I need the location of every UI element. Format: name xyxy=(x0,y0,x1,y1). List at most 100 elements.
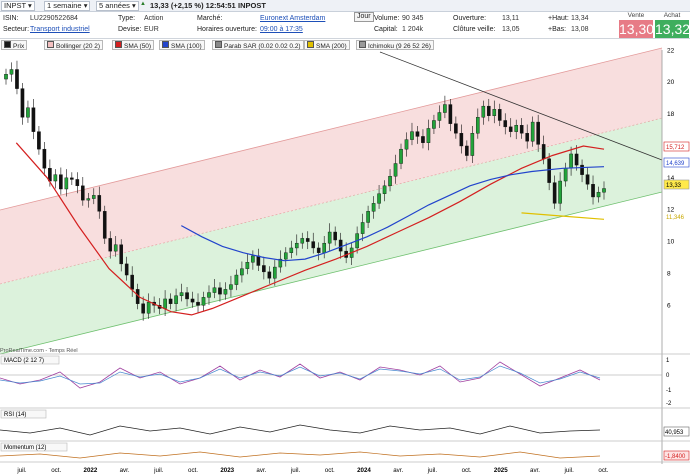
last-price-tag-text: 13,33 xyxy=(666,183,682,189)
macd-tick-0: 0 xyxy=(666,373,670,379)
candle-body xyxy=(591,184,595,198)
macd-tick-1: 1 xyxy=(666,358,670,364)
legend-sma100[interactable]: SMA (100) xyxy=(159,40,205,50)
candle-body xyxy=(569,153,573,169)
rsi-value-tag xyxy=(663,426,690,437)
candle-body xyxy=(273,266,277,279)
candle-body xyxy=(454,123,458,134)
candle-body xyxy=(207,292,211,298)
candle-body xyxy=(59,174,63,190)
x-tick-label: oct. xyxy=(598,467,608,474)
candle-body xyxy=(508,126,513,132)
candle-body xyxy=(4,74,8,80)
secteur-link[interactable]: Transport industriel xyxy=(30,26,90,33)
legend-sma200[interactable]: SMA (200) xyxy=(304,40,350,50)
legend-psar[interactable]: Parab SAR (0.02 0.02 0.2) xyxy=(212,40,304,50)
candle-body xyxy=(245,262,250,269)
candle-body xyxy=(476,117,480,134)
vente-box[interactable]: Vente 13,30 xyxy=(619,11,655,39)
legend-sma200-label: SMA (200) xyxy=(316,43,347,50)
candle-body xyxy=(190,298,195,303)
candle-body xyxy=(234,274,239,285)
y-tick-label: 14 xyxy=(667,175,675,182)
candle-body xyxy=(201,297,206,306)
range-dropdown[interactable]: 5 années ▾ xyxy=(96,1,139,11)
x-tick-label: avr. xyxy=(530,467,540,474)
legend-bollinger[interactable]: Bollinger (20 2) xyxy=(44,40,104,50)
candle-body xyxy=(574,153,579,166)
candle-body xyxy=(399,148,403,164)
candle-body xyxy=(251,255,255,263)
ouverture-label: Ouverture: xyxy=(453,15,487,22)
achat-price: 13,32 xyxy=(655,20,690,38)
candle-body xyxy=(355,233,359,249)
horaires-label: Horaires ouverture: xyxy=(197,26,257,33)
legend-sma100-label: SMA (100) xyxy=(171,43,202,50)
legend-ichimoku[interactable]: Ichimoku (9 26 52 26) xyxy=(356,40,434,50)
candle-body xyxy=(492,109,497,116)
candle-body xyxy=(9,69,14,75)
candle-body xyxy=(360,222,365,234)
legend-bollinger-label: Bollinger (20 2) xyxy=(56,43,101,50)
bollinger-swatch-icon xyxy=(47,41,54,48)
candle-body xyxy=(119,244,124,265)
x-tick-label: oct. xyxy=(325,467,335,474)
candle-body xyxy=(382,185,387,194)
candle-body xyxy=(470,133,475,156)
period-dropdown[interactable]: 1 semaine ▾ xyxy=(44,1,91,11)
momentum-value-tag xyxy=(663,450,690,461)
toolbar: INPST ▾ 1 semaine ▾ 5 années ▾ ▲ 13,33 (… xyxy=(0,0,690,12)
candle-body xyxy=(240,268,244,276)
legend-ichimoku-label: Ichimoku (9 26 52 26) xyxy=(368,43,431,50)
type-label: Type: xyxy=(118,15,136,22)
legend-sma50[interactable]: SMA (50) xyxy=(112,40,155,50)
x-tick-label: juil. xyxy=(564,467,575,474)
macd-line xyxy=(0,361,601,389)
cloture-value: 13,05 xyxy=(502,26,520,33)
candle-body xyxy=(366,211,370,223)
candle-body xyxy=(53,174,58,182)
candle-body xyxy=(486,105,491,116)
candle-body xyxy=(185,292,189,300)
candle-body xyxy=(48,168,52,182)
marche-link[interactable]: Euronext Amsterdam xyxy=(260,15,326,22)
rsi-line xyxy=(0,424,601,436)
candle-body xyxy=(596,191,601,198)
candle-body xyxy=(322,242,327,253)
x-tick-label: avr. xyxy=(120,467,130,474)
jour-button[interactable]: Jour xyxy=(354,12,374,22)
candle-body xyxy=(541,144,546,159)
candle-body xyxy=(410,131,414,140)
candle-body xyxy=(536,121,540,145)
candle-body xyxy=(31,107,36,132)
symbol-dropdown[interactable]: INPST ▾ xyxy=(1,1,35,11)
candle-body xyxy=(349,247,354,258)
candle-body xyxy=(415,131,420,137)
candle-body xyxy=(585,174,590,185)
candle-body xyxy=(70,177,74,180)
achat-box[interactable]: Achat 13,32 xyxy=(655,11,690,39)
up-arrow-icon: ▲ xyxy=(140,1,146,7)
candle-body xyxy=(152,301,156,306)
candle-body xyxy=(113,244,118,252)
horaires-link[interactable]: 09:00 à 17:35 xyxy=(260,26,303,33)
momentum-line xyxy=(0,451,601,459)
candle-body xyxy=(459,133,464,147)
candle-body xyxy=(108,238,113,252)
candle-body xyxy=(86,198,91,201)
candle-body xyxy=(327,231,332,244)
legend-prix[interactable]: Prix xyxy=(1,40,28,50)
last-price-tag xyxy=(663,179,690,190)
vente-price: 13,30 xyxy=(619,20,655,38)
macd-tick-m2: -2 xyxy=(666,401,672,407)
upper-price-tag-text: 15,712 xyxy=(666,145,685,151)
candle-body xyxy=(311,241,316,249)
x-tick-label: 2024 xyxy=(357,467,371,474)
instrument-info: ISIN: LU2290522684 Secteur: Transport in… xyxy=(0,12,690,39)
x-tick-label: avr. xyxy=(393,467,403,474)
candle-body xyxy=(525,133,529,142)
sma100-swatch-icon xyxy=(162,41,169,48)
x-tick-label: 2025 xyxy=(494,467,508,474)
macd-legend-box xyxy=(0,355,60,365)
